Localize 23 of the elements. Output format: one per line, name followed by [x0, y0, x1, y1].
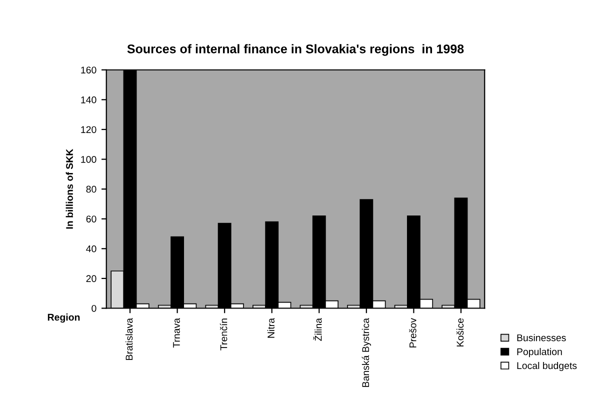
legend-label: Businesses	[517, 334, 566, 342]
y-tick-label: 0	[92, 304, 96, 312]
x-tick-label: Trnava	[173, 318, 180, 348]
legend-label: Local budgets	[517, 362, 577, 372]
x-tick-label: Košice	[456, 318, 464, 346]
x-tick-label: Banská Bystrica	[362, 318, 372, 387]
x-tick-label: Žilina	[313, 318, 322, 341]
x-tick-label: Nitra	[267, 318, 274, 338]
y-tick-label: 60	[86, 216, 96, 222]
y-tick-label: 160	[81, 66, 96, 74]
y-tick-label: 20	[86, 275, 96, 282]
x-tick-label: Bratislava	[125, 318, 133, 360]
x-axis-title: Region	[48, 314, 80, 323]
y-tick-label: 120	[81, 126, 96, 134]
x-tick-label: Prešov	[409, 318, 416, 348]
y-tick-label: 80	[86, 186, 96, 193]
y-tick-label: 100	[81, 156, 96, 163]
y-tick-label: 140	[81, 96, 96, 104]
x-tick-label: Trenčín	[220, 318, 228, 350]
chart-title: Sources of internal finance in Slovakia's regions in 1998	[127, 44, 464, 56]
legend-label: Population	[517, 348, 562, 358]
y-tick-label: 40	[86, 245, 96, 252]
y-axis-title: In billions of SKK	[66, 148, 73, 229]
